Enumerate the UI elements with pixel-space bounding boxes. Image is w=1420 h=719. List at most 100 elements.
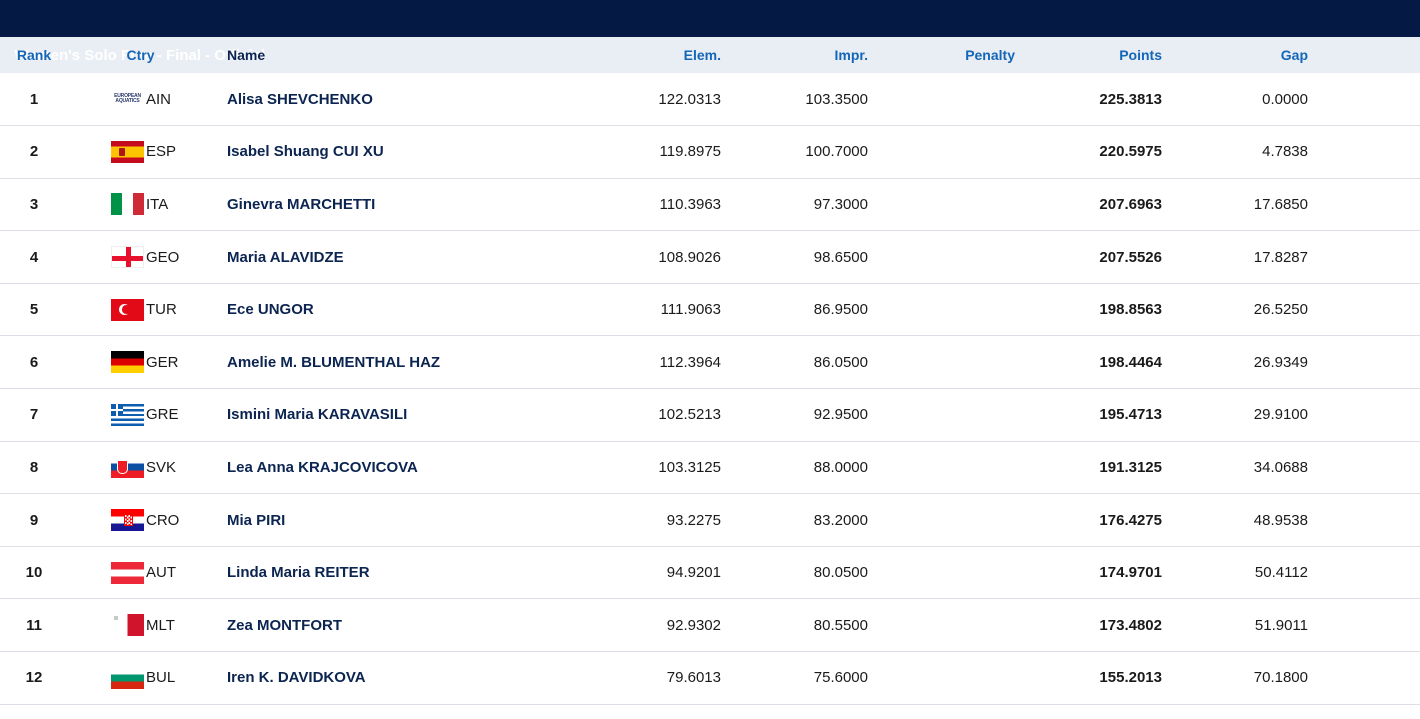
rank-cell: 6 <box>29 353 39 371</box>
athlete-name[interactable]: Zea MONTFORT <box>227 616 342 634</box>
athlete-name[interactable]: Linda Maria REITER <box>227 564 370 582</box>
table-row[interactable]: 3 ITA Ginevra MARCHETTI 110.3963 97.3000… <box>0 178 1420 231</box>
impression-score: 86.9500 <box>813 301 868 319</box>
table-row[interactable]: 7 GRE Ismini Maria KARAVASILI 102.5213 9… <box>0 389 1420 442</box>
col-header-points[interactable]: Points <box>1119 47 1162 63</box>
total-points: 173.4802 <box>1099 616 1162 634</box>
country-code: GRE <box>146 406 179 424</box>
athlete-name[interactable]: Isabel Shuang CUI XU <box>227 143 384 161</box>
rank-cell: 10 <box>25 564 43 582</box>
results-title-bar: Women's Solo Free - Final - Official <box>0 0 1420 64</box>
row-spacer <box>1308 441 1420 494</box>
country-code: AUT <box>146 564 176 582</box>
gap-value: 34.0688 <box>1253 458 1308 476</box>
elements-score: 102.5213 <box>658 406 721 424</box>
total-points: 155.2013 <box>1099 669 1162 687</box>
gap-value: 26.5250 <box>1253 301 1308 319</box>
flag-geo-icon <box>111 246 144 269</box>
athlete-name[interactable]: Ece UNGOR <box>227 301 314 319</box>
athlete-name[interactable]: Amelie M. BLUMENTHAL HAZ <box>227 353 441 371</box>
flag-mlt-icon <box>111 614 144 637</box>
flag-ita-icon <box>111 193 144 216</box>
total-points: 195.4713 <box>1099 406 1162 424</box>
athlete-name[interactable]: Maria ALAVIDZE <box>227 248 344 266</box>
athlete-name[interactable]: Ginevra MARCHETTI <box>227 195 376 213</box>
penalty-score <box>868 73 1015 126</box>
country-cell: CRO <box>68 494 227 547</box>
penalty-score <box>868 546 1015 599</box>
impression-score: 80.0500 <box>813 564 868 582</box>
table-row[interactable]: 10 AUT Linda Maria REITER 94.9201 80.050… <box>0 546 1420 599</box>
country-code: CRO <box>146 511 180 529</box>
rank-cell: 3 <box>29 195 39 213</box>
athlete-name[interactable]: Lea Anna KRAJCOVICOVA <box>227 458 418 476</box>
country-cell: AUT <box>68 546 227 599</box>
country-code: GER <box>146 353 179 371</box>
table-row[interactable]: 1 EUROPEAN AQUATICS AIN Alisa SHEVCHENKO… <box>0 73 1420 126</box>
country-code: BUL <box>146 669 176 687</box>
col-header-name[interactable]: Name <box>227 47 266 63</box>
row-spacer <box>1308 73 1420 126</box>
country-code: AIN <box>146 90 172 108</box>
table-row[interactable]: 11 MLT Zea MONTFORT 92.9302 80.5500 173.… <box>0 599 1420 652</box>
flag-ger-icon <box>111 351 144 374</box>
elements-score: 108.9026 <box>658 248 721 266</box>
flag-tur-icon <box>111 298 144 321</box>
rank-cell: 1 <box>29 90 39 108</box>
country-cell: MLT <box>68 599 227 652</box>
table-row[interactable]: 2 ESP Isabel Shuang CUI XU 119.8975 100.… <box>0 126 1420 179</box>
gap-value: 70.1800 <box>1253 669 1308 687</box>
total-points: 174.9701 <box>1099 564 1162 582</box>
col-header-rank[interactable]: Rank <box>16 47 52 63</box>
penalty-score <box>868 231 1015 284</box>
col-header-ctry[interactable]: Ctry <box>126 47 155 63</box>
penalty-score <box>868 599 1015 652</box>
elements-score: 122.0313 <box>658 90 721 108</box>
impression-score: 97.3000 <box>813 195 868 213</box>
row-spacer <box>1308 389 1420 442</box>
athlete-name[interactable]: Alisa SHEVCHENKO <box>227 90 373 108</box>
elements-score: 111.9063 <box>660 301 721 319</box>
col-header-impr[interactable]: Impr. <box>834 47 868 63</box>
penalty-score <box>868 441 1015 494</box>
total-points: 198.8563 <box>1099 301 1162 319</box>
impression-score: 92.9500 <box>813 406 868 424</box>
total-points: 207.6963 <box>1099 195 1162 213</box>
col-header-gap[interactable]: Gap <box>1280 47 1308 63</box>
penalty-score <box>868 494 1015 547</box>
total-points: 191.3125 <box>1099 458 1162 476</box>
gap-value: 0.0000 <box>1262 90 1308 108</box>
total-points: 198.4464 <box>1099 353 1162 371</box>
gap-value: 17.6850 <box>1253 195 1308 213</box>
total-points: 220.5975 <box>1099 143 1162 161</box>
row-spacer <box>1308 546 1420 599</box>
table-row[interactable]: 12 BUL Iren K. DAVIDKOVA 79.6013 75.6000… <box>0 652 1420 705</box>
table-header-row: Rank Ctry Name Elem. Impr. Penalty Point… <box>0 37 1420 73</box>
table-row[interactable]: 5 TUR Ece UNGOR 111.9063 86.9500 198.856… <box>0 283 1420 336</box>
country-code: MLT <box>146 616 175 634</box>
title-separator: - <box>201 47 215 64</box>
table-row[interactable]: 8 SVK Lea Anna KRAJCOVICOVA 103.3125 88.… <box>0 441 1420 494</box>
rank-cell: 2 <box>29 143 39 161</box>
penalty-score <box>868 652 1015 705</box>
impression-score: 100.7000 <box>805 143 868 161</box>
flag-esp-icon <box>111 140 144 163</box>
athlete-name[interactable]: Mia PIRI <box>227 511 286 529</box>
table-row[interactable]: 6 GER Amelie M. BLUMENTHAL HAZ 112.3964 … <box>0 336 1420 389</box>
country-code: TUR <box>146 301 177 319</box>
flag-svk-icon <box>111 456 144 479</box>
flag-aut-icon <box>111 561 144 584</box>
country-cell: ITA <box>68 178 227 231</box>
athlete-name[interactable]: Iren K. DAVIDKOVA <box>227 669 366 687</box>
athlete-name[interactable]: Ismini Maria KARAVASILI <box>227 406 408 424</box>
table-row[interactable]: 9 CRO Mia PIRI 93.2275 83.2000 176.4275 … <box>0 494 1420 547</box>
penalty-score <box>868 178 1015 231</box>
elements-score: 103.3125 <box>658 458 721 476</box>
col-header-spacer <box>1308 37 1420 73</box>
impression-score: 80.5500 <box>813 616 868 634</box>
table-row[interactable]: 4 GEO Maria ALAVIDZE 108.9026 98.6500 20… <box>0 231 1420 284</box>
impression-score: 75.6000 <box>813 669 868 687</box>
row-spacer <box>1308 652 1420 705</box>
col-header-elem[interactable]: Elem. <box>683 47 721 63</box>
col-header-penalty[interactable]: Penalty <box>965 47 1015 63</box>
